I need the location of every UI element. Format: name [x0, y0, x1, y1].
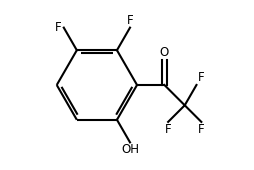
Text: O: O [160, 46, 169, 59]
Text: OH: OH [121, 143, 139, 156]
Text: F: F [165, 123, 171, 136]
Text: F: F [127, 14, 133, 27]
Text: F: F [197, 71, 204, 84]
Text: F: F [198, 123, 205, 136]
Text: F: F [55, 21, 62, 34]
